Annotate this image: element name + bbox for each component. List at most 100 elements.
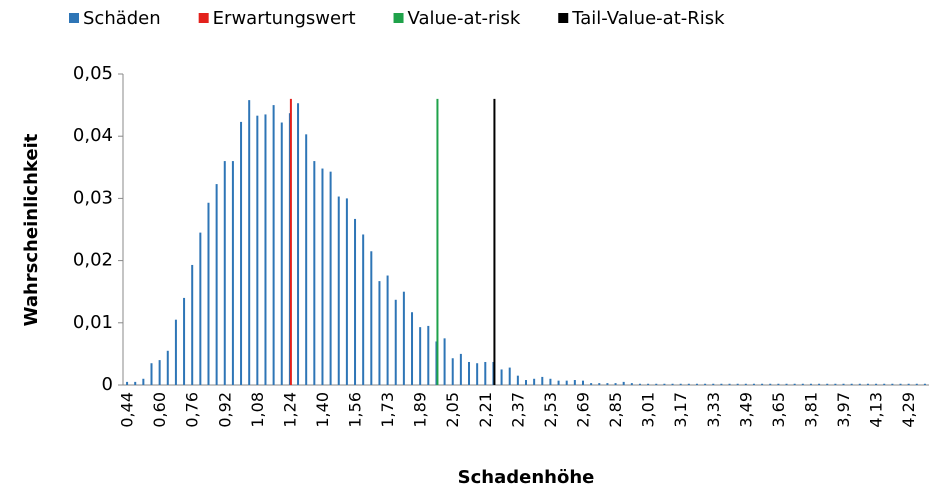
bar xyxy=(793,383,796,385)
bar xyxy=(907,383,910,385)
bar xyxy=(280,122,283,386)
x-tick-label: 4,13 xyxy=(867,392,886,428)
bar xyxy=(484,361,487,385)
legend-swatch xyxy=(69,13,79,23)
bar xyxy=(834,383,837,385)
bar xyxy=(818,383,821,385)
x-tick-label: 1,56 xyxy=(346,392,365,428)
bar xyxy=(191,264,194,385)
legend-label: Tail-Value-at-Risk xyxy=(571,8,725,29)
x-tick-label: 1,40 xyxy=(313,392,332,428)
bar xyxy=(704,383,707,385)
legend-swatch xyxy=(393,13,404,23)
bar xyxy=(411,312,414,385)
bar xyxy=(256,115,259,385)
bar xyxy=(752,383,755,385)
legend-label: Schäden xyxy=(83,8,161,29)
bar xyxy=(264,114,267,386)
bar xyxy=(337,196,340,385)
bar xyxy=(842,383,845,385)
bar xyxy=(451,358,454,385)
bar xyxy=(736,383,739,385)
bar xyxy=(598,383,601,385)
bar xyxy=(443,338,446,385)
bar xyxy=(297,103,300,385)
bar xyxy=(459,353,462,385)
bar xyxy=(305,134,308,385)
bar xyxy=(500,369,503,385)
bar xyxy=(493,98,496,385)
bar xyxy=(655,383,658,385)
bar xyxy=(687,383,690,385)
bar xyxy=(923,383,926,385)
bar xyxy=(289,98,292,385)
x-tick-label: 0,92 xyxy=(215,392,234,428)
bar xyxy=(419,327,422,385)
bar xyxy=(744,383,747,385)
bar xyxy=(174,319,177,385)
bar xyxy=(671,383,674,385)
bar xyxy=(728,383,731,385)
bar xyxy=(866,383,869,385)
x-tick-label: 2,21 xyxy=(476,392,495,428)
bar xyxy=(785,383,788,385)
bar xyxy=(614,383,617,385)
bar xyxy=(761,383,764,385)
x-tick-label: 1,24 xyxy=(280,392,299,428)
bar xyxy=(533,378,536,385)
x-tick-label: 2,53 xyxy=(541,392,560,428)
x-tick-label: 2,85 xyxy=(606,392,625,428)
bar xyxy=(386,275,389,385)
bar xyxy=(801,383,804,385)
x-tick-label: 4,29 xyxy=(899,392,918,428)
bar xyxy=(207,202,210,385)
x-tick-label: 3,49 xyxy=(736,392,755,428)
y-tick-label: 0,02 xyxy=(73,250,113,271)
bar xyxy=(223,161,226,385)
bar xyxy=(826,383,829,385)
bar xyxy=(809,383,812,385)
bar xyxy=(394,299,397,385)
y-tick-label: 0,03 xyxy=(73,187,113,208)
bar xyxy=(476,363,479,385)
bar xyxy=(321,168,324,385)
bar xyxy=(630,383,633,385)
bar xyxy=(370,251,373,385)
bar xyxy=(329,171,332,385)
bar xyxy=(590,383,593,385)
bar xyxy=(134,381,137,385)
bar xyxy=(183,297,186,385)
bar xyxy=(378,281,381,385)
bar xyxy=(516,375,519,385)
bar xyxy=(850,383,853,385)
bar xyxy=(427,325,430,385)
bar xyxy=(565,380,568,385)
bar xyxy=(679,383,682,385)
bar xyxy=(549,378,552,385)
bar xyxy=(158,360,161,385)
bar xyxy=(231,161,234,385)
bar xyxy=(883,383,886,385)
x-tick-label: 3,17 xyxy=(671,392,690,428)
bar xyxy=(468,361,471,385)
bar xyxy=(557,380,560,385)
x-tick-label: 3,65 xyxy=(769,392,788,428)
x-axis-title: Schadenhöhe xyxy=(458,467,595,488)
bar xyxy=(150,363,153,385)
legend-swatch xyxy=(558,13,569,23)
bar xyxy=(606,383,609,385)
x-tick-label: 0,60 xyxy=(150,392,169,428)
y-tick-label: 0,01 xyxy=(73,312,113,333)
bar xyxy=(142,378,145,385)
legend-label: Value-at-risk xyxy=(408,8,521,29)
y-tick-label: 0 xyxy=(102,374,113,395)
x-tick-label: 0,76 xyxy=(183,392,202,428)
bar xyxy=(362,234,365,385)
bar xyxy=(126,381,129,385)
x-tick-label: 1,08 xyxy=(248,392,267,428)
bar xyxy=(769,383,772,385)
x-tick-label: 3,01 xyxy=(639,392,658,428)
bar xyxy=(345,198,348,385)
bar xyxy=(215,184,218,385)
